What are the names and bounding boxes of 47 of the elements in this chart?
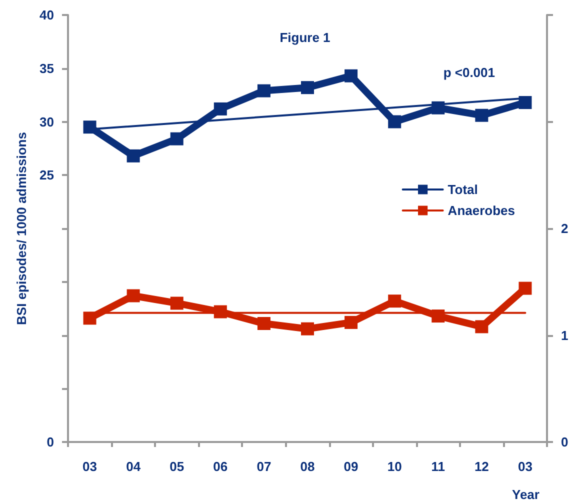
y-tick-label: 30 [40,114,54,130]
point [214,305,227,318]
point [388,294,402,308]
x-tick-label: 03 [82,459,98,474]
point [214,102,227,116]
point [344,69,358,82]
y-tick-label: 35 [40,60,54,76]
y-tick-label: 0 [46,434,54,450]
y-tick-label: 25 [40,168,54,183]
x-tick-label: 06 [213,459,228,474]
legend-label: Anaerobes [448,203,516,218]
text: Figure 1 [280,30,330,45]
point [518,96,532,110]
point [475,320,488,334]
point [388,115,402,128]
point [257,84,270,98]
point [518,282,532,295]
x-tick-label: 08 [300,459,315,474]
point [83,120,96,134]
point [126,149,140,162]
point [170,296,184,310]
y2-tick-label: 0 [561,434,568,450]
y-tick-label: 40 [40,8,54,22]
x-tick-label: 11 [431,459,446,474]
x-axis-title: Year [512,487,540,501]
x-tick-label: 05 [170,459,184,474]
x-tick-label: 09 [344,459,358,474]
legend-label: Total [448,182,478,197]
x-tick-label: 07 [256,459,272,474]
point [432,101,445,114]
point [301,322,314,336]
point [257,317,270,330]
point [170,132,184,146]
y2-tick-label: 2 [561,221,568,236]
point [126,289,140,302]
y-axis-title: BSI episodes/ 1000 admissions [14,132,29,325]
x-tick-label: 12 [474,459,489,474]
point [83,312,96,325]
point [432,310,445,323]
y2-tick-label: 1 [561,328,568,343]
x-tick-label: 10 [387,459,402,474]
point [475,108,488,122]
point [344,316,358,329]
annotation: p <0.001 [443,65,496,80]
x-tick-label: 04 [126,459,142,474]
point [301,81,314,94]
x-tick-label: 03 [518,459,532,474]
